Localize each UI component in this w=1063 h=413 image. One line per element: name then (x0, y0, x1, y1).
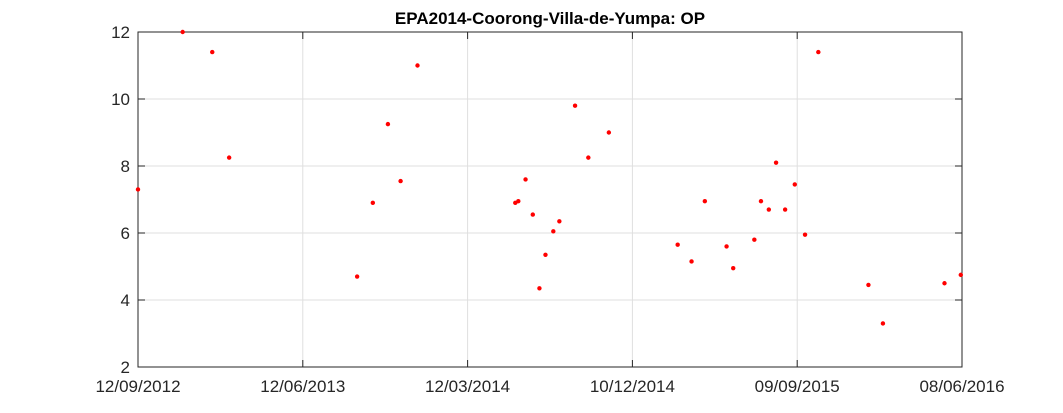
data-point (773, 160, 779, 165)
data-point (731, 265, 736, 271)
x-tick-label: 08/06/2016 (919, 377, 1004, 396)
data-point (880, 321, 886, 326)
data-point (210, 49, 215, 55)
data-point (702, 198, 708, 204)
data-point (551, 229, 556, 234)
data-point (606, 130, 612, 135)
data-point (543, 252, 548, 257)
axis-ticks (137, 31, 963, 368)
y-axis-tick-labels: 2 4 6 8 10 12 (111, 23, 130, 377)
data-point (354, 274, 360, 279)
data-point (866, 282, 871, 288)
data-point (958, 272, 963, 278)
data-point (180, 29, 185, 35)
data-point (689, 259, 694, 264)
data-point (572, 103, 578, 108)
data-point (586, 155, 591, 160)
x-tick-label: 10/12/2014 (590, 377, 675, 396)
data-point (226, 155, 232, 160)
chart-title: EPA2014-Coorong-Villa-de-Yumpa: OP (395, 9, 705, 28)
data-point (792, 182, 797, 187)
data-points (135, 29, 963, 326)
y-tick-label: 2 (121, 358, 130, 377)
data-point (782, 207, 788, 212)
data-point (802, 232, 808, 237)
data-point (816, 49, 821, 55)
data-point (370, 200, 376, 206)
x-tick-label: 09/09/2015 (755, 377, 840, 396)
data-point (530, 212, 535, 217)
data-point (766, 207, 772, 212)
y-tick-label: 10 (111, 90, 130, 109)
data-point (675, 242, 680, 247)
data-point (135, 187, 141, 192)
data-point (523, 177, 528, 182)
plot-frame (137, 31, 963, 368)
data-point (758, 198, 764, 204)
y-tick-label: 4 (121, 291, 130, 310)
y-tick-label: 8 (121, 157, 130, 176)
data-point (942, 281, 947, 286)
data-point (516, 198, 521, 204)
grid (137, 31, 963, 368)
data-point (385, 121, 391, 127)
data-point (537, 286, 542, 291)
data-point (398, 178, 403, 184)
x-tick-label: 12/09/2012 (95, 377, 180, 396)
x-axis-tick-labels: 12/09/2012 12/06/2013 12/03/2014 10/12/2014… (95, 377, 1004, 396)
x-tick-label: 12/03/2014 (425, 377, 510, 396)
data-point (752, 237, 757, 242)
data-point (557, 219, 562, 224)
data-point (724, 244, 729, 249)
y-tick-label: 6 (121, 224, 130, 243)
data-point (415, 63, 420, 68)
x-tick-label: 12/06/2013 (260, 377, 345, 396)
y-tick-label: 12 (111, 23, 130, 42)
